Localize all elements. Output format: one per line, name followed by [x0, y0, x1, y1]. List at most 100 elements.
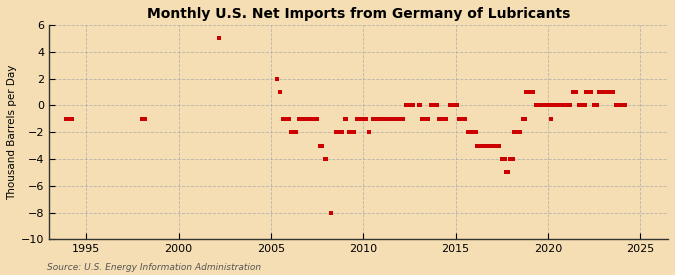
Point: [468, 130, 479, 134]
Point: [317, 143, 327, 148]
Point: [370, 117, 381, 121]
Point: [358, 117, 369, 121]
Point: [349, 130, 360, 134]
Point: [278, 117, 289, 121]
Point: [293, 117, 304, 121]
Point: [341, 117, 352, 121]
Point: [561, 103, 572, 108]
Point: [556, 103, 567, 108]
Point: [352, 117, 362, 121]
Point: [306, 117, 317, 121]
Point: [340, 117, 350, 121]
Point: [475, 143, 486, 148]
Point: [543, 103, 554, 108]
Point: [321, 157, 332, 161]
Point: [564, 103, 575, 108]
Point: [444, 103, 455, 108]
Point: [398, 117, 409, 121]
Point: [470, 130, 481, 134]
Point: [407, 103, 418, 108]
Point: [360, 117, 371, 121]
Point: [344, 130, 355, 134]
Point: [616, 103, 627, 108]
Point: [518, 117, 529, 121]
Point: [395, 117, 406, 121]
Point: [575, 103, 586, 108]
Point: [139, 117, 150, 121]
Point: [478, 143, 489, 148]
Point: [426, 103, 437, 108]
Point: [275, 90, 286, 94]
Point: [435, 117, 446, 121]
Point: [450, 103, 461, 108]
Point: [456, 117, 467, 121]
Point: [610, 103, 621, 108]
Point: [592, 103, 603, 108]
Point: [489, 143, 500, 148]
Point: [433, 117, 444, 121]
Point: [356, 117, 367, 121]
Point: [560, 103, 570, 108]
Point: [539, 103, 550, 108]
Point: [531, 103, 541, 108]
Point: [504, 157, 515, 161]
Point: [524, 90, 535, 94]
Point: [325, 210, 336, 215]
Point: [379, 117, 390, 121]
Point: [272, 76, 283, 81]
Point: [466, 130, 477, 134]
Point: [430, 103, 441, 108]
Point: [576, 103, 587, 108]
Point: [429, 103, 439, 108]
Point: [373, 117, 384, 121]
Point: [404, 103, 415, 108]
Point: [389, 117, 400, 121]
Point: [394, 117, 404, 121]
Point: [604, 90, 615, 94]
Point: [515, 130, 526, 134]
Point: [496, 157, 507, 161]
Point: [503, 170, 514, 175]
Point: [520, 117, 531, 121]
Point: [415, 103, 426, 108]
Point: [537, 103, 547, 108]
Point: [601, 90, 612, 94]
Point: [567, 90, 578, 94]
Point: [449, 103, 460, 108]
Point: [586, 90, 597, 94]
Point: [618, 103, 629, 108]
Point: [522, 90, 533, 94]
Point: [401, 103, 412, 108]
Point: [447, 103, 458, 108]
Point: [562, 103, 573, 108]
Point: [506, 157, 516, 161]
Point: [64, 117, 75, 121]
Point: [315, 143, 325, 148]
Point: [544, 103, 555, 108]
Point: [427, 103, 438, 108]
Point: [549, 103, 560, 108]
Point: [467, 130, 478, 134]
Point: [333, 130, 344, 134]
Point: [336, 130, 347, 134]
Point: [538, 103, 549, 108]
Point: [599, 90, 610, 94]
Point: [346, 130, 356, 134]
Point: [615, 103, 626, 108]
Point: [512, 130, 522, 134]
Point: [521, 90, 532, 94]
Point: [302, 117, 313, 121]
Point: [364, 130, 375, 134]
Point: [493, 143, 504, 148]
Point: [367, 117, 378, 121]
Point: [441, 117, 452, 121]
Point: [284, 117, 295, 121]
Point: [460, 117, 470, 121]
Point: [581, 90, 592, 94]
Point: [308, 117, 319, 121]
Y-axis label: Thousand Barrels per Day: Thousand Barrels per Day: [7, 64, 17, 200]
Point: [452, 103, 462, 108]
Point: [312, 117, 323, 121]
Point: [486, 143, 497, 148]
Point: [290, 130, 301, 134]
